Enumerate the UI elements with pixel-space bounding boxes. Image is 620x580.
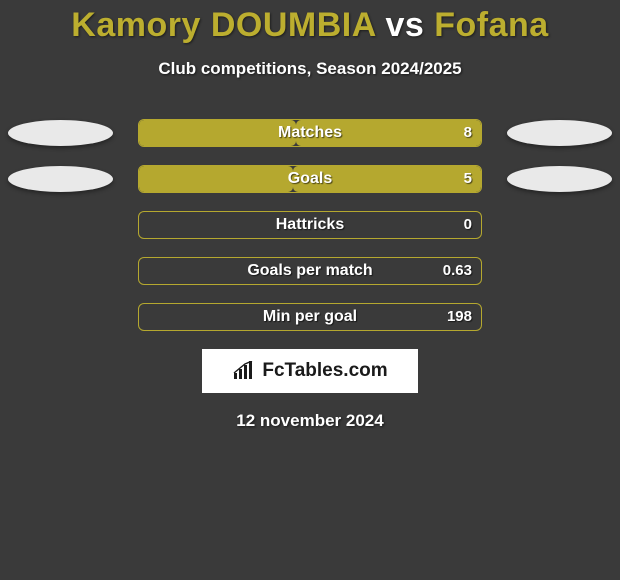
stat-row: Goals per match0.63: [0, 257, 620, 285]
player1-bar-fill: [139, 166, 293, 192]
player1-bar-fill: [139, 120, 296, 146]
bar-chart-icon: [232, 361, 256, 381]
snapshot-date: 12 november 2024: [0, 411, 620, 431]
badge-text: FcTables.com: [262, 360, 387, 382]
player1-ellipse: [8, 166, 113, 192]
player2-ellipse: [507, 166, 612, 192]
player2-bar-fill: [296, 120, 481, 146]
vs-separator: vs: [385, 6, 424, 44]
stat-bar-track: [138, 165, 482, 193]
player2-name: Fofana: [434, 6, 548, 44]
stat-bar-track: [138, 211, 482, 239]
player2-ellipse: [507, 120, 612, 146]
stat-bar-track: [138, 257, 482, 285]
subtitle: Club competitions, Season 2024/2025: [0, 59, 620, 79]
stat-bar-track: [138, 119, 482, 147]
stat-bar-track: [138, 303, 482, 331]
player1-name: Kamory DOUMBIA: [71, 6, 375, 44]
source-badge[interactable]: FcTables.com: [202, 349, 418, 393]
player2-bar-fill: [293, 166, 481, 192]
stats-container: Matches8 Goals5 Hattricks0 Goals per match0…: [0, 119, 620, 331]
stat-row: Matches8: [0, 119, 620, 147]
stat-row: Goals5: [0, 165, 620, 193]
player1-ellipse: [8, 120, 113, 146]
comparison-title: Kamory DOUMBIA vs Fofana: [0, 0, 620, 45]
stat-row: Min per goal198: [0, 303, 620, 331]
stat-row: Hattricks0: [0, 211, 620, 239]
